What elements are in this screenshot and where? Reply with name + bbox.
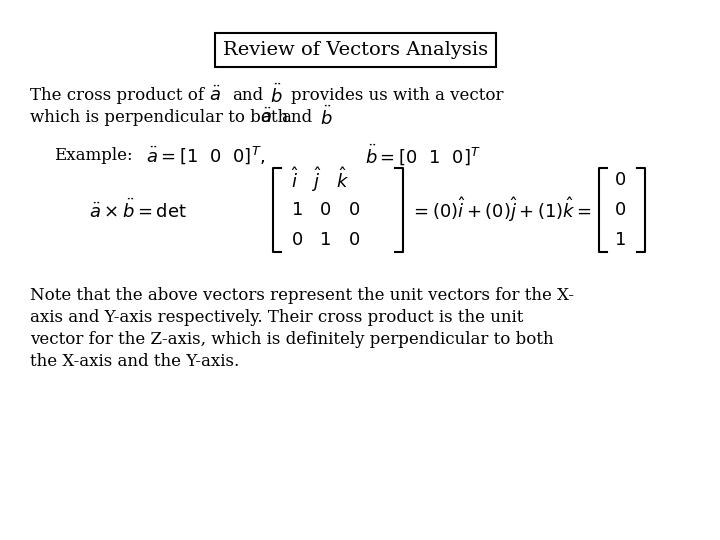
Text: vector for the Z-axis, which is definitely perpendicular to both: vector for the Z-axis, which is definite…: [30, 330, 553, 348]
Text: Example:: Example:: [54, 146, 133, 164]
Text: $\ddot{b} = [0\ \ 1\ \ 0]^T$: $\ddot{b} = [0\ \ 1\ \ 0]^T$: [365, 143, 481, 167]
Text: axis and Y-axis respectively. Their cross product is the unit: axis and Y-axis respectively. Their cros…: [30, 308, 523, 326]
Text: Note that the above vectors represent the unit vectors for the X-: Note that the above vectors represent th…: [30, 287, 574, 303]
Text: which is perpendicular to both: which is perpendicular to both: [30, 109, 288, 125]
Text: $\ddot{a} = [1\ \ 0\ \ 0]^T,$: $\ddot{a} = [1\ \ 0\ \ 0]^T,$: [146, 144, 266, 166]
Text: $\ddot{a}$: $\ddot{a}$: [260, 107, 271, 127]
Text: and: and: [232, 86, 263, 104]
Text: and: and: [282, 109, 312, 125]
Text: $0\ \ \ 1\ \ \ 0$: $0\ \ \ 1\ \ \ 0$: [291, 231, 361, 249]
Text: $\ddot{a} \times \ddot{b} = \mathrm{det}$: $\ddot{a} \times \ddot{b} = \mathrm{det}…: [89, 198, 186, 222]
Text: $0$: $0$: [614, 171, 626, 189]
Text: $\ddot{b}$: $\ddot{b}$: [271, 83, 283, 107]
Text: $\ddot{a}$: $\ddot{a}$: [210, 85, 221, 105]
Text: Review of Vectors Analysis: Review of Vectors Analysis: [222, 41, 488, 59]
Text: $\hat{i}\ \ \ \hat{j}\ \ \ \hat{k}$: $\hat{i}\ \ \ \hat{j}\ \ \ \hat{k}$: [291, 166, 349, 194]
Text: $= (0)\hat{i} + (0)\hat{j} + (1)\hat{k} =$: $= (0)\hat{i} + (0)\hat{j} + (1)\hat{k} …: [410, 195, 592, 225]
Text: $0$: $0$: [614, 201, 626, 219]
Text: The cross product of: The cross product of: [30, 86, 204, 104]
Text: $\ddot{b}$: $\ddot{b}$: [320, 105, 333, 129]
Text: $1\ \ \ 0\ \ \ 0$: $1\ \ \ 0\ \ \ 0$: [291, 201, 361, 219]
Text: the X-axis and the Y-axis.: the X-axis and the Y-axis.: [30, 353, 239, 369]
Text: provides us with a vector: provides us with a vector: [291, 86, 504, 104]
Text: $1$: $1$: [614, 231, 626, 249]
